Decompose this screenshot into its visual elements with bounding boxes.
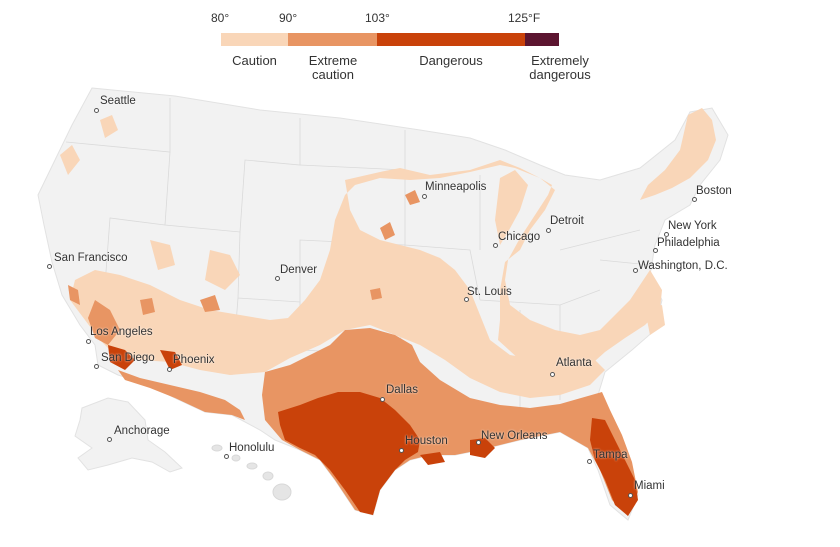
city-label-honolulu: Honolulu bbox=[229, 442, 275, 454]
city-label-dallas: Dallas bbox=[386, 384, 418, 396]
legend-tick-80: 80° bbox=[211, 11, 230, 25]
city-label-tampa: Tampa bbox=[593, 449, 628, 461]
legend-swatch-dangerous bbox=[377, 33, 525, 46]
alaska-land bbox=[74, 397, 183, 473]
city-dot-washington bbox=[633, 268, 638, 273]
city-dot-los-angeles bbox=[86, 339, 91, 344]
legend-swatch-caution bbox=[221, 33, 288, 46]
legend-label-extremely-dangerous: Extremely dangerous bbox=[529, 53, 591, 82]
city-dot-st-louis bbox=[464, 297, 469, 302]
city-dot-denver bbox=[275, 276, 280, 281]
city-label-new-york: New York bbox=[668, 220, 717, 232]
city-label-chicago: Chicago bbox=[498, 231, 541, 243]
zone-patches bbox=[140, 190, 420, 315]
city-label-san-francisco: San Francisco bbox=[54, 252, 128, 264]
city-dot-seattle bbox=[94, 108, 99, 113]
city-dot-san-francisco bbox=[47, 264, 52, 269]
city-dot-chicago bbox=[493, 243, 498, 248]
city-label-houston: Houston bbox=[405, 435, 448, 447]
city-label-atlanta: Atlanta bbox=[556, 357, 592, 369]
city-dot-atlanta bbox=[550, 372, 555, 377]
city-dot-philadelphia bbox=[653, 248, 658, 253]
zone-dangerous bbox=[108, 345, 638, 516]
city-label-boston: Boston bbox=[696, 185, 732, 197]
city-label-new-orleans: New Orleans bbox=[481, 430, 548, 442]
city-label-st-louis: St. Louis bbox=[467, 286, 512, 298]
city-dot-san-diego bbox=[94, 364, 99, 369]
city-label-miami: Miami bbox=[634, 480, 665, 492]
city-dot-miami bbox=[628, 493, 633, 498]
city-dot-anchorage bbox=[107, 437, 112, 442]
legend-swatch-extreme-caution bbox=[288, 33, 377, 46]
city-dot-houston bbox=[399, 448, 404, 453]
city-label-minneapolis: Minneapolis bbox=[425, 181, 487, 193]
city-label-los-angeles: Los Angeles bbox=[90, 326, 153, 338]
city-label-san-diego: San Diego bbox=[101, 352, 155, 364]
city-label-anchorage: Anchorage bbox=[114, 425, 170, 437]
city-label-phoenix: Phoenix bbox=[173, 354, 215, 366]
city-dot-new-orleans bbox=[476, 440, 481, 445]
legend-label-extreme-caution: Extreme caution bbox=[308, 53, 358, 82]
hawaii-islands bbox=[211, 444, 292, 501]
legend-label-dangerous: Dangerous bbox=[419, 53, 483, 68]
legend-tick-125: 125°F bbox=[508, 11, 541, 25]
city-label-denver: Denver bbox=[280, 264, 318, 276]
legend-swatch-extremely-dangerous bbox=[525, 33, 559, 46]
city-dot-detroit bbox=[546, 228, 551, 233]
city-label-philadelphia: Philadelphia bbox=[657, 237, 720, 249]
city-dot-dallas bbox=[380, 397, 385, 402]
city-dot-boston bbox=[692, 197, 697, 202]
city-dot-honolulu bbox=[224, 454, 229, 459]
city-label-seattle: Seattle bbox=[100, 95, 136, 107]
city-label-detroit: Detroit bbox=[550, 215, 584, 227]
city-dot-tampa bbox=[587, 459, 592, 464]
city-dot-minneapolis bbox=[422, 194, 427, 199]
city-dot-new-york bbox=[664, 232, 669, 237]
zone-caution bbox=[60, 108, 716, 398]
legend-tick-103: 103° bbox=[365, 11, 390, 25]
legend-tick-90: 90° bbox=[279, 11, 298, 25]
city-label-washington: Washington, D.C. bbox=[638, 260, 728, 272]
city-dot-phoenix bbox=[167, 367, 172, 372]
legend-label-caution: Caution bbox=[232, 53, 277, 68]
